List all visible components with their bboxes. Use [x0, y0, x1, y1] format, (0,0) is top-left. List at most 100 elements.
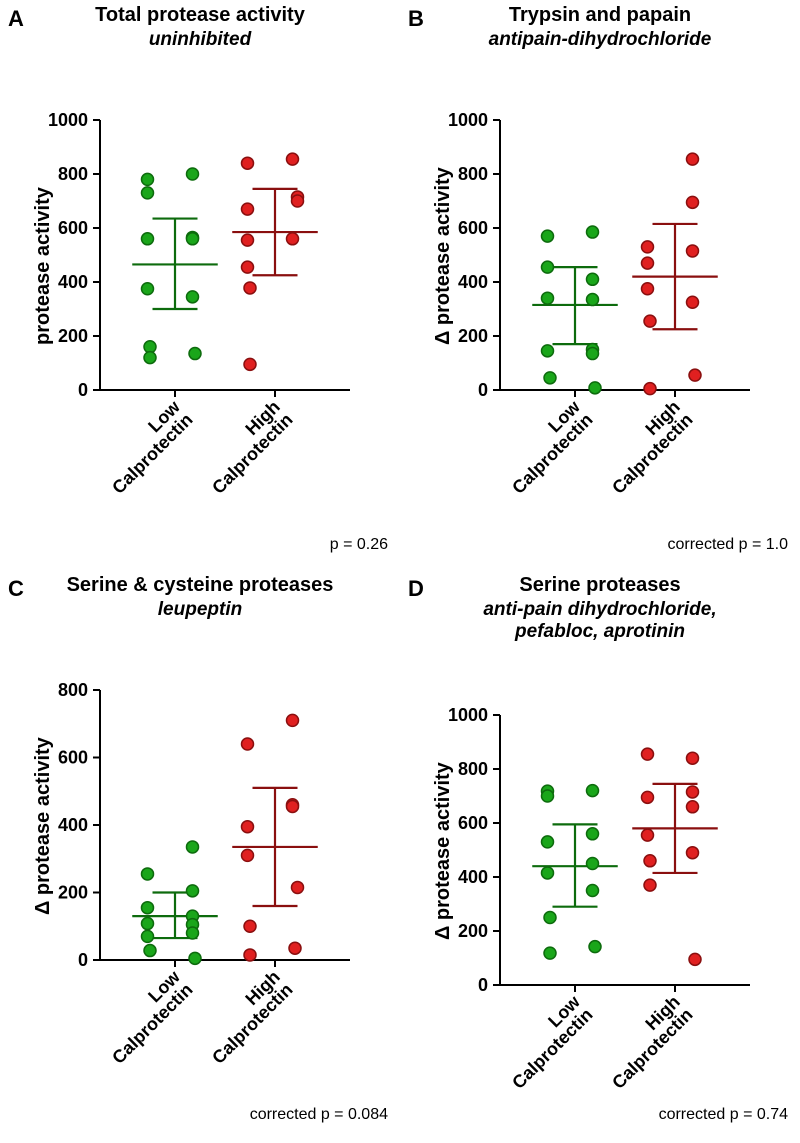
- data-point: [587, 885, 599, 897]
- data-point: [542, 261, 554, 273]
- data-point: [542, 836, 554, 848]
- data-point: [642, 829, 654, 841]
- data-point: [189, 952, 201, 964]
- data-point: [287, 714, 299, 726]
- data-point: [542, 790, 554, 802]
- plot-svg: 02004006008001000LowCalprotectinHighCalp…: [0, 0, 400, 560]
- data-point: [544, 372, 556, 384]
- data-point: [187, 885, 199, 897]
- data-point: [242, 261, 254, 273]
- data-point: [289, 942, 301, 954]
- data-point: [244, 282, 256, 294]
- data-point: [142, 868, 154, 880]
- data-point: [142, 902, 154, 914]
- data-point: [187, 233, 199, 245]
- p-value-annotation: corrected p = 1.0: [667, 536, 788, 554]
- x-category-label: LowCalprotectin: [495, 396, 597, 498]
- data-point: [642, 241, 654, 253]
- data-point: [142, 233, 154, 245]
- data-point: [642, 283, 654, 295]
- data-point: [587, 828, 599, 840]
- x-category-label: LowCalprotectin: [495, 991, 597, 1093]
- panel-c: CSerine & cysteine proteasesleupeptin020…: [0, 570, 400, 1130]
- data-point: [242, 738, 254, 750]
- y-tick-label: 200: [458, 921, 488, 941]
- x-category-label: HighCalprotectin: [195, 967, 296, 1068]
- data-point: [589, 941, 601, 953]
- y-axis-label: Δ protease activity: [32, 737, 55, 915]
- data-point: [189, 348, 201, 360]
- y-tick-label: 800: [458, 759, 488, 779]
- y-tick-label: 400: [458, 272, 488, 292]
- data-point: [642, 748, 654, 760]
- y-tick-label: 1000: [448, 705, 488, 725]
- data-point: [687, 752, 699, 764]
- y-tick-label: 0: [78, 950, 88, 970]
- x-category-label: LowCalprotectin: [95, 396, 197, 498]
- data-point: [687, 786, 699, 798]
- data-point: [242, 821, 254, 833]
- data-point: [644, 879, 656, 891]
- data-point: [644, 315, 656, 327]
- data-point: [142, 930, 154, 942]
- figure-grid: ATotal protease activityuninhibited02004…: [0, 0, 800, 1130]
- y-tick-label: 600: [58, 218, 88, 238]
- data-point: [689, 369, 701, 381]
- data-point: [687, 847, 699, 859]
- y-tick-label: 800: [458, 164, 488, 184]
- y-tick-label: 1000: [48, 110, 88, 130]
- y-tick-label: 800: [58, 680, 88, 700]
- x-category-label: HighCalprotectin: [595, 992, 696, 1093]
- x-category-label: HighCalprotectin: [195, 397, 296, 498]
- y-tick-label: 1000: [448, 110, 488, 130]
- data-point: [292, 881, 304, 893]
- y-tick-label: 200: [58, 883, 88, 903]
- data-point: [542, 292, 554, 304]
- y-tick-label: 200: [458, 326, 488, 346]
- data-point: [587, 858, 599, 870]
- data-point: [142, 283, 154, 295]
- data-point: [287, 153, 299, 165]
- data-point: [689, 953, 701, 965]
- data-point: [187, 291, 199, 303]
- x-category-label: LowCalprotectin: [95, 966, 197, 1068]
- data-point: [142, 173, 154, 185]
- y-axis-label: protease activity: [32, 187, 55, 345]
- data-point: [544, 912, 556, 924]
- data-point: [587, 785, 599, 797]
- data-point: [287, 233, 299, 245]
- data-point: [142, 918, 154, 930]
- y-tick-label: 800: [58, 164, 88, 184]
- data-point: [589, 382, 601, 394]
- panel-d: DSerine proteasesanti-pain dihydrochlori…: [400, 570, 800, 1130]
- data-point: [242, 234, 254, 246]
- y-tick-label: 400: [58, 815, 88, 835]
- y-axis-label: Δ protease activity: [432, 167, 455, 345]
- p-value-annotation: corrected p = 0.74: [659, 1106, 788, 1124]
- y-tick-label: 600: [458, 218, 488, 238]
- y-axis-label: Δ protease activity: [432, 762, 455, 940]
- data-point: [687, 801, 699, 813]
- data-point: [687, 153, 699, 165]
- data-point: [187, 168, 199, 180]
- data-point: [587, 348, 599, 360]
- data-point: [144, 352, 156, 364]
- y-tick-label: 0: [478, 380, 488, 400]
- data-point: [644, 383, 656, 395]
- y-tick-label: 600: [458, 813, 488, 833]
- data-point: [542, 867, 554, 879]
- y-tick-label: 600: [58, 748, 88, 768]
- data-point: [687, 245, 699, 257]
- x-category-label: HighCalprotectin: [595, 397, 696, 498]
- data-point: [144, 945, 156, 957]
- p-value-annotation: corrected p = 0.084: [250, 1106, 388, 1124]
- data-point: [242, 203, 254, 215]
- data-point: [644, 855, 656, 867]
- y-tick-label: 0: [78, 380, 88, 400]
- data-point: [242, 849, 254, 861]
- y-tick-label: 0: [478, 975, 488, 995]
- data-point: [187, 927, 199, 939]
- data-point: [187, 841, 199, 853]
- data-point: [587, 273, 599, 285]
- plot-svg: 0 200 400 600 800 1000 LowCalprotectinHighCalp…: [400, 0, 800, 560]
